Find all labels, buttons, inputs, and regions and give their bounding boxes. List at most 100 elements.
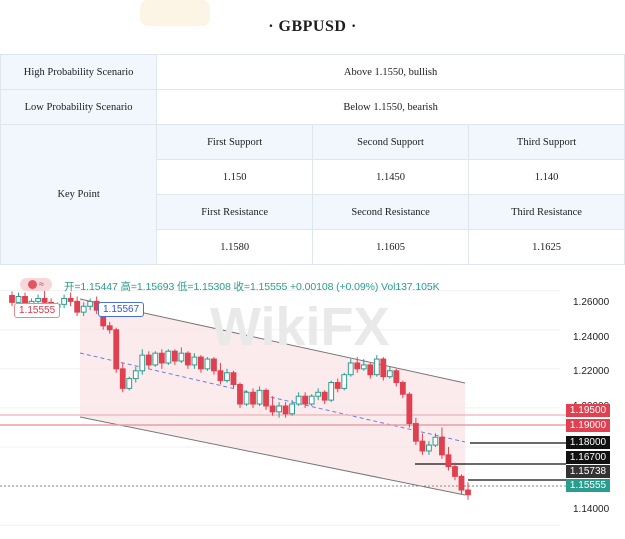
candle-body bbox=[74, 300, 81, 313]
third-support-header: Third Support bbox=[468, 124, 625, 160]
candle-body bbox=[191, 356, 198, 366]
high-probability-label: High Probability Scenario bbox=[0, 54, 158, 90]
candle-body bbox=[41, 297, 48, 303]
axis-tick-label: 1.22000 bbox=[573, 366, 610, 377]
candle-body bbox=[289, 403, 296, 415]
ask-price-label: 1.15567 bbox=[98, 302, 145, 317]
candle-body bbox=[165, 350, 172, 364]
level-tag-1-19000: 1.19000 bbox=[566, 419, 610, 432]
second-resistance-value: 1.1605 bbox=[312, 229, 470, 265]
wave-icon: ≈ bbox=[39, 279, 44, 289]
second-resistance-header: Second Resistance bbox=[312, 194, 470, 230]
candle-body bbox=[139, 354, 146, 372]
candle-body bbox=[360, 364, 367, 370]
candle-body bbox=[406, 393, 413, 425]
candle-body bbox=[295, 395, 302, 405]
key-point-label: Key Point bbox=[0, 124, 158, 265]
candle-body bbox=[276, 405, 282, 413]
candle-body bbox=[204, 358, 211, 370]
status-dot-icon bbox=[28, 280, 38, 289]
candle-body bbox=[334, 382, 341, 389]
candlestick-chart[interactable]: WikiFX bbox=[0, 267, 625, 539]
low-probability-label: Low Probability Scenario bbox=[0, 89, 158, 125]
candle-body bbox=[399, 382, 406, 395]
candle-body bbox=[439, 436, 445, 456]
candle-body bbox=[35, 297, 41, 302]
second-support-header: Second Support bbox=[312, 124, 470, 160]
symbol-badge[interactable]: ≈ bbox=[20, 278, 52, 291]
candle-body bbox=[15, 296, 22, 303]
candle-body bbox=[184, 352, 191, 366]
candle-body bbox=[412, 423, 419, 442]
candle-body bbox=[452, 466, 458, 477]
price-chart[interactable]: WikiFX ≈ 开=1.15447 高=1.15693 低=1.15308 收… bbox=[0, 267, 625, 539]
first-resistance-value: 1.1580 bbox=[156, 229, 314, 265]
candle-body bbox=[321, 391, 328, 401]
key-point-table: High Probability Scenario Above 1.1550, … bbox=[0, 54, 625, 265]
candle-body bbox=[269, 405, 276, 413]
candle-body bbox=[341, 374, 348, 389]
candle-body bbox=[237, 383, 243, 405]
level-tag-1-18000: 1.18000 bbox=[566, 436, 610, 449]
third-resistance-header: Third Resistance bbox=[468, 194, 625, 230]
level-tag-1-16700: 1.16700 bbox=[566, 451, 610, 464]
candle-body bbox=[61, 297, 68, 305]
ohlc-readout: 开=1.15447 高=1.15693 低=1.15308 收=1.15555 … bbox=[64, 281, 440, 293]
candle-body bbox=[354, 362, 361, 370]
first-support-header: First Support bbox=[156, 124, 314, 160]
page-title: · GBPUSD · bbox=[268, 18, 357, 35]
candle-body bbox=[256, 389, 263, 405]
third-resistance-value: 1.1625 bbox=[468, 229, 625, 265]
candle-body bbox=[250, 391, 256, 405]
candle-body bbox=[315, 391, 322, 397]
candle-body bbox=[145, 354, 152, 366]
candle-body bbox=[367, 364, 374, 376]
first-support-value: 1.150 bbox=[156, 159, 314, 195]
candle-body bbox=[243, 391, 250, 405]
candle-body bbox=[67, 297, 74, 302]
wikifx-logo-ghost bbox=[140, 0, 210, 26]
candle-body bbox=[113, 329, 120, 370]
candle-body bbox=[126, 378, 133, 389]
candle-body bbox=[211, 358, 217, 372]
candle-body bbox=[458, 475, 465, 491]
third-support-value: 1.140 bbox=[468, 159, 625, 195]
candle-body bbox=[158, 352, 165, 364]
candle-body bbox=[380, 358, 387, 378]
channel-upper-line bbox=[79, 298, 466, 384]
channel-lower-line bbox=[79, 416, 466, 496]
candle-body bbox=[302, 395, 309, 405]
high-probability-value: Above 1.1550, bullish bbox=[156, 54, 625, 90]
candle-body bbox=[347, 362, 354, 376]
candle-body bbox=[132, 370, 139, 380]
candle-body bbox=[308, 395, 315, 405]
candle-body bbox=[432, 436, 439, 446]
candle-body bbox=[178, 352, 185, 362]
candle-body bbox=[106, 325, 113, 331]
level-tag-1-19500: 1.19500 bbox=[566, 404, 610, 417]
candle-body bbox=[282, 405, 289, 415]
candle-body bbox=[328, 382, 335, 401]
candle-body bbox=[465, 489, 471, 496]
candle-body bbox=[426, 444, 432, 452]
candle-body bbox=[224, 372, 230, 382]
candle-body bbox=[373, 358, 380, 376]
axis-tick-label: 1.24000 bbox=[573, 332, 610, 343]
level-tag-1-15555: 1.15555 bbox=[566, 479, 610, 492]
candle-body bbox=[119, 368, 126, 389]
watermark-text: WikiFX bbox=[210, 297, 390, 357]
candle-body bbox=[230, 372, 237, 385]
low-probability-value: Below 1.1550, bearish bbox=[156, 89, 625, 125]
candle-body bbox=[217, 370, 224, 382]
candle-body bbox=[152, 352, 159, 366]
candle-body bbox=[419, 440, 426, 452]
first-resistance-header: First Resistance bbox=[156, 194, 314, 230]
candle-body bbox=[263, 389, 269, 407]
second-support-value: 1.1450 bbox=[312, 159, 470, 195]
level-tag-1-15738: 1.15738 bbox=[566, 465, 610, 478]
candle-body bbox=[198, 356, 204, 370]
bid-price-label: 1.15555 bbox=[14, 303, 61, 318]
candle-body bbox=[87, 300, 94, 307]
axis-tick-label: 1.14000 bbox=[573, 504, 610, 515]
candle-body bbox=[9, 295, 15, 303]
